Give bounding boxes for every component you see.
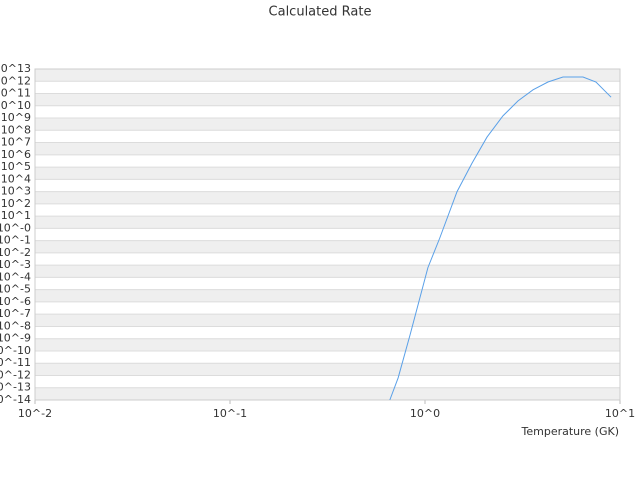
x-tick-label: 10^1 [605, 407, 635, 420]
y-tick-label: 10^-7 [0, 307, 31, 320]
y-tick-label: 10^-4 [0, 270, 31, 283]
y-tick-label: 10^3 [1, 185, 31, 198]
grid-band [35, 69, 620, 82]
grid-band [35, 240, 620, 253]
grid-band [35, 216, 620, 229]
plot-frame [34, 68, 621, 401]
y-tick-label: 10^-8 [0, 319, 31, 332]
y-tick-label: 10^1 [1, 209, 31, 222]
grid-band [35, 314, 620, 327]
grid-band [35, 191, 620, 204]
grid-band [35, 167, 620, 180]
grid-band [35, 118, 620, 131]
y-tick-label: 10^10 [0, 99, 31, 112]
y-tick-label: 10^5 [1, 160, 31, 173]
grid-bands [35, 69, 620, 400]
y-tick-label: 10^-1 [0, 234, 31, 247]
y-tick-label: 10^-5 [0, 283, 31, 296]
y-tick-label: 10^-6 [0, 295, 31, 308]
y-tick-label: 10^2 [1, 197, 31, 210]
grid-band [35, 338, 620, 351]
y-tick-label: 10^13 [0, 62, 31, 75]
y-tick-label: 10^-13 [0, 381, 31, 394]
grid-band [35, 265, 620, 278]
grid-band [35, 387, 620, 400]
data-line [389, 76, 612, 400]
grid-band [35, 363, 620, 376]
y-tick-label: 10^4 [1, 172, 31, 185]
y-tick-label: 10^-14 [0, 393, 31, 406]
y-tick-label: 10^-10 [0, 344, 31, 357]
x-tick-label: 10^-1 [213, 407, 247, 420]
x-tick-label: 10^-2 [18, 407, 52, 420]
y-tick-label: 10^7 [1, 136, 31, 149]
y-tick-label: 10^-2 [0, 246, 31, 259]
y-tick-label: 10^8 [1, 123, 31, 136]
x-tick-label: 10^0 [410, 407, 440, 420]
y-tick-label: 10^-11 [0, 356, 31, 369]
y-tick-label: 10^11 [0, 87, 31, 100]
y-tick-label: 10^9 [1, 111, 31, 124]
y-tick-label: 10^-3 [0, 258, 31, 271]
grid-band [35, 289, 620, 302]
y-tick-label: 10^-9 [0, 332, 31, 345]
grid-band [35, 93, 620, 106]
x-axis-label: Temperature (GK) [521, 425, 620, 438]
y-tick-label: 10^6 [1, 148, 31, 161]
y-tick-label: 10^-0 [0, 221, 31, 234]
chart-title: Calculated Rate [269, 5, 372, 20]
y-tick-label: 10^-12 [0, 368, 31, 381]
grid-band [35, 142, 620, 155]
y-tick-label: 10^12 [0, 74, 31, 87]
